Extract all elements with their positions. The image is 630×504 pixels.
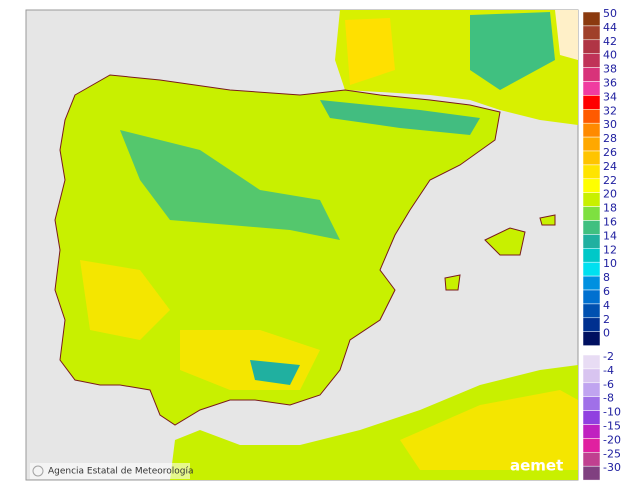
legend-swatch [582,275,601,291]
legend-swatch [582,396,601,411]
legend-label: 42 [603,35,617,48]
central-cool [120,130,340,240]
legend-swatch [582,465,601,481]
legend-swatch [582,81,601,96]
legend-swatch [582,178,601,193]
legend-swatch [582,95,601,110]
legend-swatch [582,331,601,346]
legend-label: -2 [603,350,614,363]
legend-label: 22 [603,174,617,187]
legend-label: 14 [603,229,617,242]
legend-swatch [582,248,601,263]
sierra-cool [250,360,300,385]
legend-label: 26 [603,146,617,159]
legend-label: 28 [603,132,617,145]
legend-swatch [582,452,601,467]
legend-swatch [582,192,601,207]
legend-label: 32 [603,104,617,117]
legend-swatch [582,67,601,82]
legend-label: 50 [603,7,617,20]
pyrenees-cool [320,100,480,135]
legend-swatch [582,261,601,277]
alps-cool [470,12,555,90]
legend-swatch [582,289,601,305]
legend-swatch [582,234,601,249]
legend-swatch [582,164,601,180]
legend-label: 18 [603,202,617,215]
legend-label: 30 [603,118,617,131]
legend-swatch [582,424,601,439]
legend-label: -10 [603,406,621,419]
legend: 5044424038363432302826242220181614121086… [582,7,621,481]
legend-swatch [582,150,601,166]
legend-swatch [582,53,601,68]
credit-bg [30,463,190,479]
legend-swatch [582,354,601,370]
legend-swatch [582,382,601,397]
legend-label: 38 [603,63,617,76]
corsica-area [555,10,578,60]
legend-label: 2 [603,313,610,326]
france-warm [345,18,395,85]
legend-label: 36 [603,77,617,90]
legend-swatch [582,438,601,453]
legend-label: -15 [603,420,621,433]
legend-label: 16 [603,216,617,229]
logo: aemet [510,457,563,475]
legend-swatch [582,109,601,124]
southwest-warm [80,260,170,340]
legend-swatch [582,206,601,221]
legend-swatch [582,136,601,152]
menorca [539,214,556,226]
legend-label: 8 [603,271,610,284]
credit-text: Agencia Estatal de Meteorología [48,467,194,477]
legend-label: 12 [603,243,617,256]
legend-swatch [582,303,601,319]
legend-label: 6 [603,285,610,298]
legend-swatch [582,410,601,425]
legend-label: -8 [603,392,614,405]
legend-swatch [582,25,601,41]
legend-label: 4 [603,299,610,312]
legend-swatch [582,368,601,384]
legend-label: -25 [603,447,621,460]
legend-label: 10 [603,257,617,270]
africa-warm [400,390,578,470]
legend-swatch [582,11,601,27]
legend-label: 44 [603,21,617,34]
legend-label: -4 [603,364,614,377]
legend-label: -30 [603,461,621,474]
legend-swatch [582,122,601,138]
ibiza [444,274,461,291]
legend-label: 20 [603,188,617,201]
legend-label: 24 [603,160,617,173]
legend-label: 0 [603,327,610,340]
legend-swatch [582,317,601,332]
mallorca [484,227,526,256]
legend-swatch [582,220,601,235]
legend-label: -6 [603,378,614,391]
legend-label: 34 [603,90,617,103]
legend-swatch [582,39,601,54]
legend-label: -20 [603,433,621,446]
legend-label: 40 [603,49,617,62]
